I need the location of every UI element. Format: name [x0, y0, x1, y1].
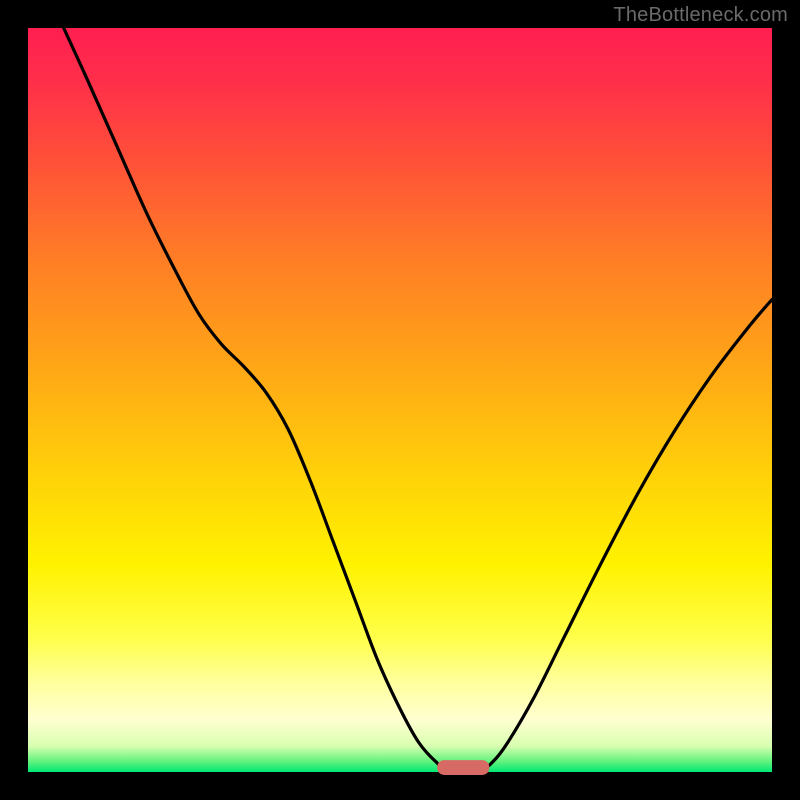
bottleneck-gradient-chart — [0, 0, 800, 800]
optimal-zone-marker — [437, 760, 489, 775]
watermark-text: TheBottleneck.com — [613, 4, 788, 27]
plot-gradient-background — [28, 28, 772, 772]
chart-frame: TheBottleneck.com — [0, 0, 800, 800]
